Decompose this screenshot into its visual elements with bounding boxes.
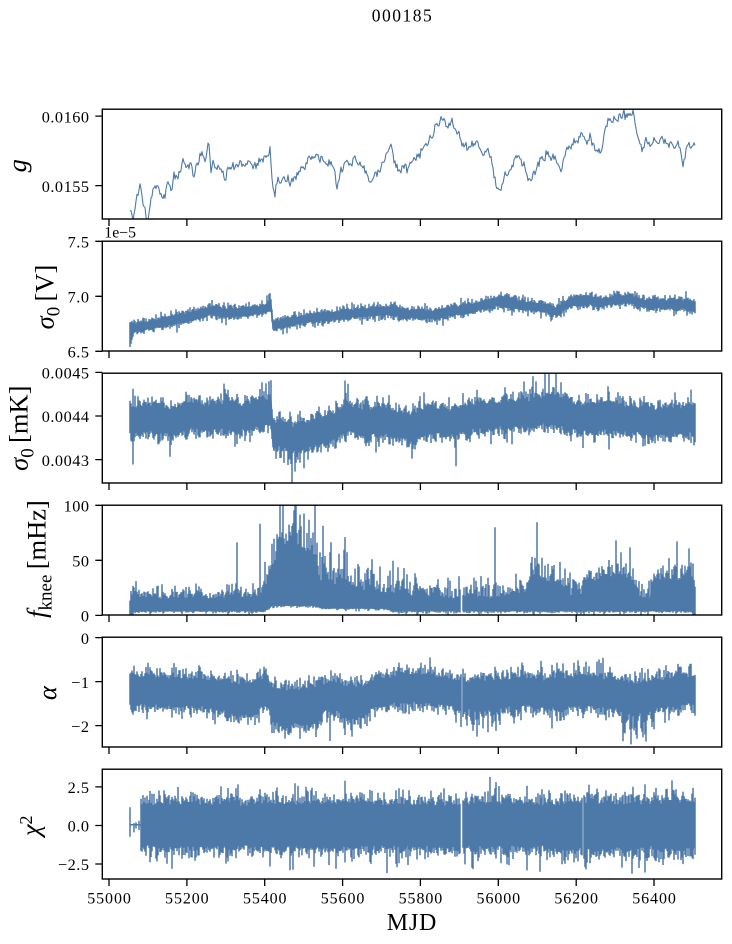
svg-text:000185: 000185	[372, 5, 434, 25]
svg-text:50: 50	[72, 552, 89, 571]
svg-text:MJD: MJD	[387, 910, 437, 936]
svg-text:σ0 [V]: σ0 [V]	[30, 265, 65, 330]
svg-text:χ2: χ2	[16, 815, 46, 839]
svg-text:56200: 56200	[554, 890, 599, 907]
svg-text:55400: 55400	[243, 890, 288, 907]
svg-text:0.0160: 0.0160	[42, 107, 90, 126]
svg-text:0.0043: 0.0043	[42, 451, 90, 470]
svg-text:−1: −1	[71, 673, 89, 692]
svg-text:56400: 56400	[632, 890, 677, 907]
svg-text:2.5: 2.5	[68, 778, 90, 797]
svg-text:0: 0	[81, 629, 90, 648]
svg-text:0.0: 0.0	[68, 817, 90, 836]
svg-text:α: α	[32, 685, 62, 700]
svg-text:1e−5: 1e−5	[104, 225, 136, 242]
svg-text:55800: 55800	[399, 890, 444, 907]
svg-text:6.5: 6.5	[68, 343, 90, 362]
svg-text:−2: −2	[71, 717, 89, 736]
svg-text:−2.5: −2.5	[58, 855, 90, 874]
svg-text:100: 100	[64, 497, 90, 516]
svg-text:σ0 [mK]: σ0 [mK]	[4, 386, 39, 471]
svg-text:0.0045: 0.0045	[42, 364, 90, 383]
svg-text:fknee [mHz]: fknee [mHz]	[22, 500, 57, 618]
svg-text:7.5: 7.5	[68, 233, 90, 252]
svg-text:0.0155: 0.0155	[42, 177, 90, 196]
svg-text:0.0044: 0.0044	[42, 407, 90, 426]
svg-text:55000: 55000	[87, 890, 132, 907]
svg-text:7.0: 7.0	[68, 288, 90, 307]
svg-text:56000: 56000	[477, 890, 522, 907]
svg-text:55200: 55200	[165, 890, 210, 907]
svg-text:0: 0	[81, 607, 90, 626]
svg-text:g: g	[2, 159, 32, 172]
svg-text:55600: 55600	[321, 890, 366, 907]
